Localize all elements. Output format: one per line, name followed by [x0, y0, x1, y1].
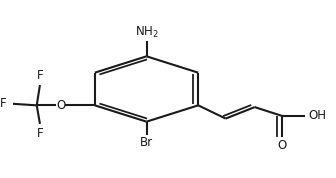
Text: O: O [278, 139, 287, 152]
Text: OH: OH [308, 109, 326, 122]
Text: F: F [37, 127, 43, 140]
Text: F: F [37, 69, 43, 82]
Text: O: O [56, 99, 66, 112]
Text: NH$_2$: NH$_2$ [135, 24, 158, 40]
Text: F: F [0, 97, 6, 110]
Text: Br: Br [140, 136, 153, 149]
